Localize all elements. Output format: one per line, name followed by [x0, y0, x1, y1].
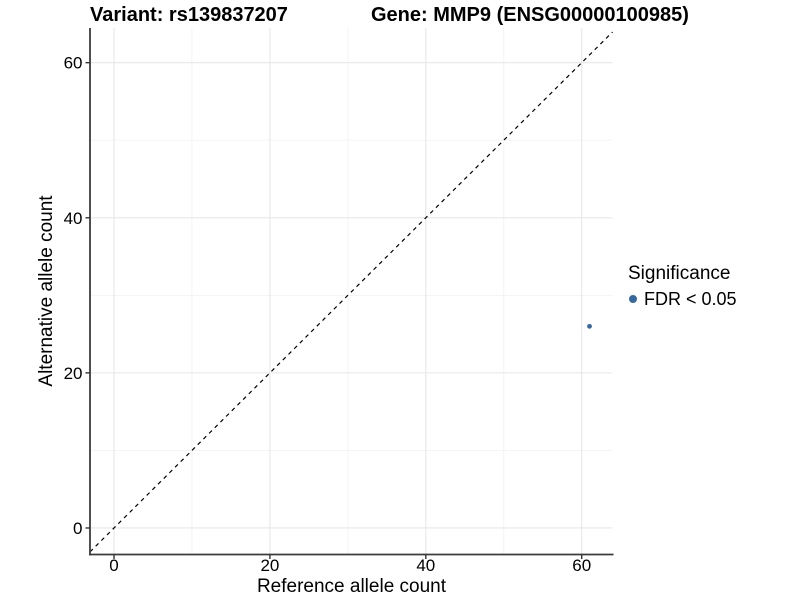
identity-reference-line: [89, 31, 613, 553]
y-tick-label: 40: [64, 209, 83, 228]
plot-title-gene: Gene: MMP9 (ENSG00000100985): [371, 4, 689, 26]
legend-item-fdr: FDR < 0.05: [628, 289, 737, 309]
y-tick-label: 60: [64, 54, 83, 73]
legend-item-label: FDR < 0.05: [644, 288, 737, 309]
x-tick-label: 20: [260, 556, 279, 575]
legend-title: Significance: [628, 263, 731, 284]
y-tick-label: 0: [73, 519, 82, 538]
x-axis-title: Reference allele count: [256, 576, 447, 597]
plot-title-variant: Variant: rs139837207: [90, 4, 288, 26]
legend: Significance FDR < 0.05: [628, 263, 737, 309]
significance-dot-icon: [629, 295, 637, 303]
data-point: [587, 323, 592, 329]
x-tick-label: 0: [109, 556, 118, 575]
x-tick-label: 40: [416, 556, 435, 575]
y-tick-label: 20: [64, 364, 83, 383]
x-tick-label: 60: [572, 556, 591, 575]
y-axis-title-text: Alternative allele count: [36, 195, 57, 387]
